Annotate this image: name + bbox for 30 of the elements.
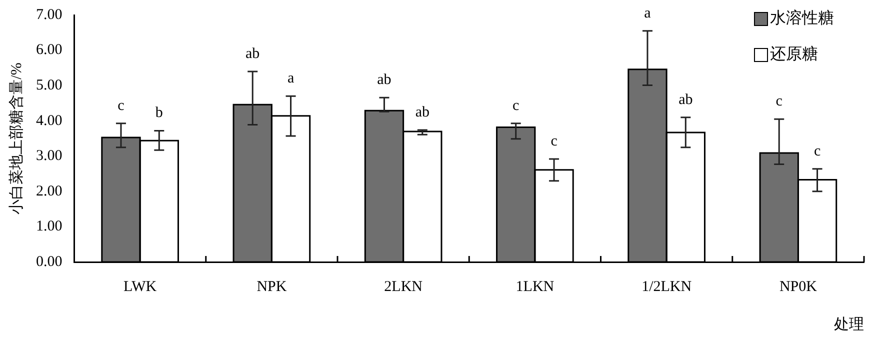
annotation: ab xyxy=(415,104,430,120)
y-tick-label: 1.00 xyxy=(36,218,62,235)
annotation: c xyxy=(118,98,125,114)
annotation: c xyxy=(550,133,558,150)
y-tick-label: 7.00 xyxy=(36,6,62,23)
x-tick-label: 2LKN xyxy=(384,278,423,295)
legend-label: 还原糖 xyxy=(770,45,818,64)
annotation: c xyxy=(814,143,821,160)
y-axis-title: 小白菜地上部糖含量/% xyxy=(8,62,25,214)
y-tick-label: 3.00 xyxy=(36,148,62,164)
y-tick-label: 0.00 xyxy=(36,254,62,270)
legend-label: 水溶性糖 xyxy=(770,9,834,28)
x-tick-label: NP0K xyxy=(779,278,818,295)
x-tick-label: 1/2LKN xyxy=(642,278,692,295)
annotation: ab xyxy=(246,46,260,62)
annotation: c xyxy=(512,98,520,114)
annotation: c xyxy=(776,94,783,110)
annotation: ab xyxy=(377,72,392,88)
y-tick-label: 6.00 xyxy=(36,42,62,58)
y-tick-label: 2.00 xyxy=(36,183,62,200)
x-tick-label: LWK xyxy=(124,278,157,295)
x-axis-title: 处理 xyxy=(834,316,864,333)
x-tick-label: 1LKN xyxy=(516,278,554,295)
y-tick-label: 4.00 xyxy=(36,112,62,129)
x-tick-label: NPK xyxy=(256,278,287,295)
annotation: ab xyxy=(678,92,693,108)
annotation: b xyxy=(155,105,163,122)
annotation: a xyxy=(287,70,294,87)
annotation: a xyxy=(644,5,652,22)
y-tick-label: 5.00 xyxy=(36,78,62,94)
